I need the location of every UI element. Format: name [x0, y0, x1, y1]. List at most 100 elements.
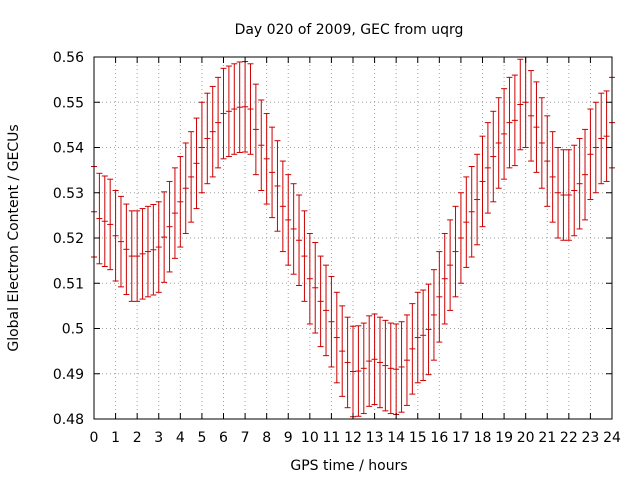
y-tick-label: 0.51 [53, 276, 84, 292]
x-tick-label: 10 [301, 430, 319, 446]
error-bar [603, 90, 610, 182]
x-tick-label: 18 [474, 430, 492, 446]
error-bar [350, 325, 356, 418]
error-bar [166, 180, 173, 273]
error-bar [522, 56, 529, 148]
x-tick-label: 8 [262, 430, 271, 446]
error-bar [366, 315, 373, 407]
error-bar [96, 172, 103, 265]
error-bar [161, 191, 168, 283]
error-bar [333, 291, 340, 384]
y-axis-label: Global Electron Content / GECUs [6, 124, 22, 351]
x-tick-label: 22 [560, 430, 578, 446]
x-axis-label: GPS time / hours [290, 458, 407, 474]
axis-ticks [93, 56, 613, 420]
error-bar [479, 135, 486, 228]
error-bar [484, 122, 491, 214]
error-bar [371, 313, 378, 406]
error-bar [576, 137, 583, 230]
x-tick-label: 5 [197, 430, 206, 446]
error-bar-series [91, 56, 615, 418]
error-bar [398, 321, 405, 413]
y-tick-label: 0.52 [53, 231, 84, 247]
error-bar [538, 97, 545, 189]
y-tick-label: 0.54 [53, 141, 84, 157]
error-bar [495, 97, 502, 189]
error-bar [533, 81, 540, 173]
x-tick-label: 19 [495, 430, 513, 446]
error-bar [123, 203, 130, 296]
error-bar [376, 316, 383, 409]
error-bar [598, 92, 605, 185]
error-bar [231, 63, 238, 155]
error-bar [155, 201, 162, 293]
error-bar [128, 210, 135, 302]
error-bar [447, 219, 454, 311]
x-tick-label: 24 [603, 430, 621, 446]
x-tick-label: 13 [366, 430, 384, 446]
error-bar [101, 175, 108, 268]
error-bar [592, 101, 599, 194]
error-bar [414, 291, 421, 384]
error-bar [193, 117, 200, 210]
x-tick-label: 9 [284, 430, 293, 446]
x-tick-label: 4 [176, 430, 185, 446]
error-bar [258, 99, 265, 191]
error-bar [134, 210, 141, 302]
x-tick-label: 2 [133, 430, 142, 446]
error-bar [571, 144, 578, 237]
y-tick-labels: 0.48 0.49 0.5 0.51 0.52 0.53 0.54 0.55 0.56 [53, 50, 84, 428]
x-tick-label: 7 [241, 430, 250, 446]
x-tick-labels: 0 1 2 3 4 5 6 7 8 9 10 11 12 13 14 15 16 17 18 19 20 21 22 23 24 [90, 430, 621, 446]
error-bar [247, 63, 254, 155]
x-tick-label: 23 [582, 430, 600, 446]
error-bar [144, 205, 151, 298]
error-bar [387, 322, 394, 415]
error-bar [420, 289, 427, 382]
error-bar [290, 183, 297, 275]
error-bar [565, 149, 572, 241]
error-bar [301, 210, 308, 302]
error-bar [457, 192, 464, 284]
error-bar [382, 319, 389, 412]
error-bar [501, 88, 508, 180]
error-bar [403, 314, 410, 406]
error-bar [204, 92, 211, 185]
x-tick-label: 21 [538, 430, 556, 446]
error-bar [242, 61, 249, 153]
error-bar [436, 251, 443, 343]
error-bar [409, 303, 416, 395]
error-bar [269, 126, 276, 219]
error-bar [582, 128, 589, 221]
x-tick-label: 0 [90, 430, 99, 446]
y-tick-label: 0.49 [53, 367, 84, 383]
y-tick-label: 0.5 [62, 322, 84, 338]
error-bar [517, 58, 524, 151]
error-bar [452, 205, 459, 298]
error-bar [252, 83, 259, 176]
error-bar [312, 242, 319, 334]
error-bar [220, 67, 227, 160]
x-tick-label: 11 [323, 430, 341, 446]
error-bar [215, 76, 222, 169]
error-bar [317, 255, 324, 348]
error-bar [549, 131, 556, 223]
error-bar [344, 316, 351, 409]
error-bar [188, 131, 195, 223]
error-bar [274, 140, 281, 232]
x-tick-label: 3 [154, 430, 163, 446]
error-bar [209, 85, 216, 178]
error-bar [306, 232, 313, 325]
error-bar [263, 113, 270, 205]
error-bar [339, 305, 346, 397]
x-tick-label: 17 [452, 430, 470, 446]
y-tick-label: 0.56 [53, 50, 84, 66]
error-bar [555, 147, 562, 239]
error-bar [463, 176, 470, 268]
error-bar [117, 195, 124, 288]
error-bar [474, 153, 481, 246]
error-bar [323, 264, 330, 357]
error-bar [279, 160, 286, 253]
